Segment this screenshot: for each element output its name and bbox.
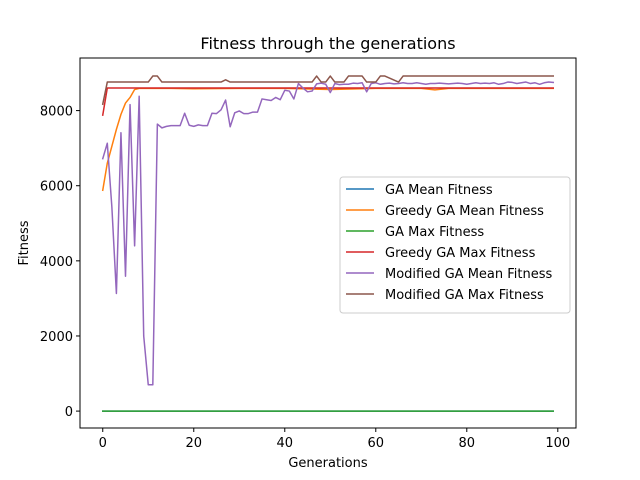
x-tick-label: 100 xyxy=(545,436,570,451)
x-tick-label: 80 xyxy=(459,436,476,451)
series-line-modified-ga-mean-fitness xyxy=(101,81,555,386)
chart-title: Fitness through the generations xyxy=(200,34,455,53)
series-line-modified-ga-max-fitness xyxy=(101,75,554,106)
legend-label-ga-mean-fitness: GA Mean Fitness xyxy=(385,183,493,198)
x-tick-label: 40 xyxy=(276,436,293,451)
x-axis: 0 20 40 60 80 100 xyxy=(99,428,570,451)
legend-label-greedy-ga-max-fitness: Greedy GA Max Fitness xyxy=(385,246,536,261)
y-tick-label: 4000 xyxy=(40,255,73,270)
y-tick-label: 8000 xyxy=(40,105,73,120)
y-axis-label: Fitness xyxy=(17,220,32,265)
y-axis: 0 2000 4000 6000 8000 xyxy=(40,105,80,420)
x-tick-label: 0 xyxy=(99,436,107,451)
plot-frame xyxy=(79,57,577,429)
x-tick-label: 60 xyxy=(368,436,385,451)
plot-lines xyxy=(101,75,555,412)
y-tick-label: 2000 xyxy=(40,330,73,345)
y-tick-label: 6000 xyxy=(40,180,73,195)
legend-label-modified-ga-max-fitness: Modified GA Max Fitness xyxy=(385,288,544,303)
legend-box xyxy=(339,176,571,314)
x-axis-label: Generations xyxy=(288,456,368,471)
legend-label-greedy-ga-mean-fitness: Greedy GA Mean Fitness xyxy=(385,204,544,219)
x-tick-label: 20 xyxy=(185,436,202,451)
legend-label-ga-max-fitness: GA Max Fitness xyxy=(385,225,484,240)
legend: GA Mean Fitness Greedy GA Mean Fitness GA … xyxy=(339,176,571,314)
series-line-greedy-ga-max-fitness xyxy=(101,87,554,116)
legend-label-modified-ga-mean-fitness: Modified GA Mean Fitness xyxy=(385,267,553,282)
y-tick-label: 0 xyxy=(65,405,73,420)
